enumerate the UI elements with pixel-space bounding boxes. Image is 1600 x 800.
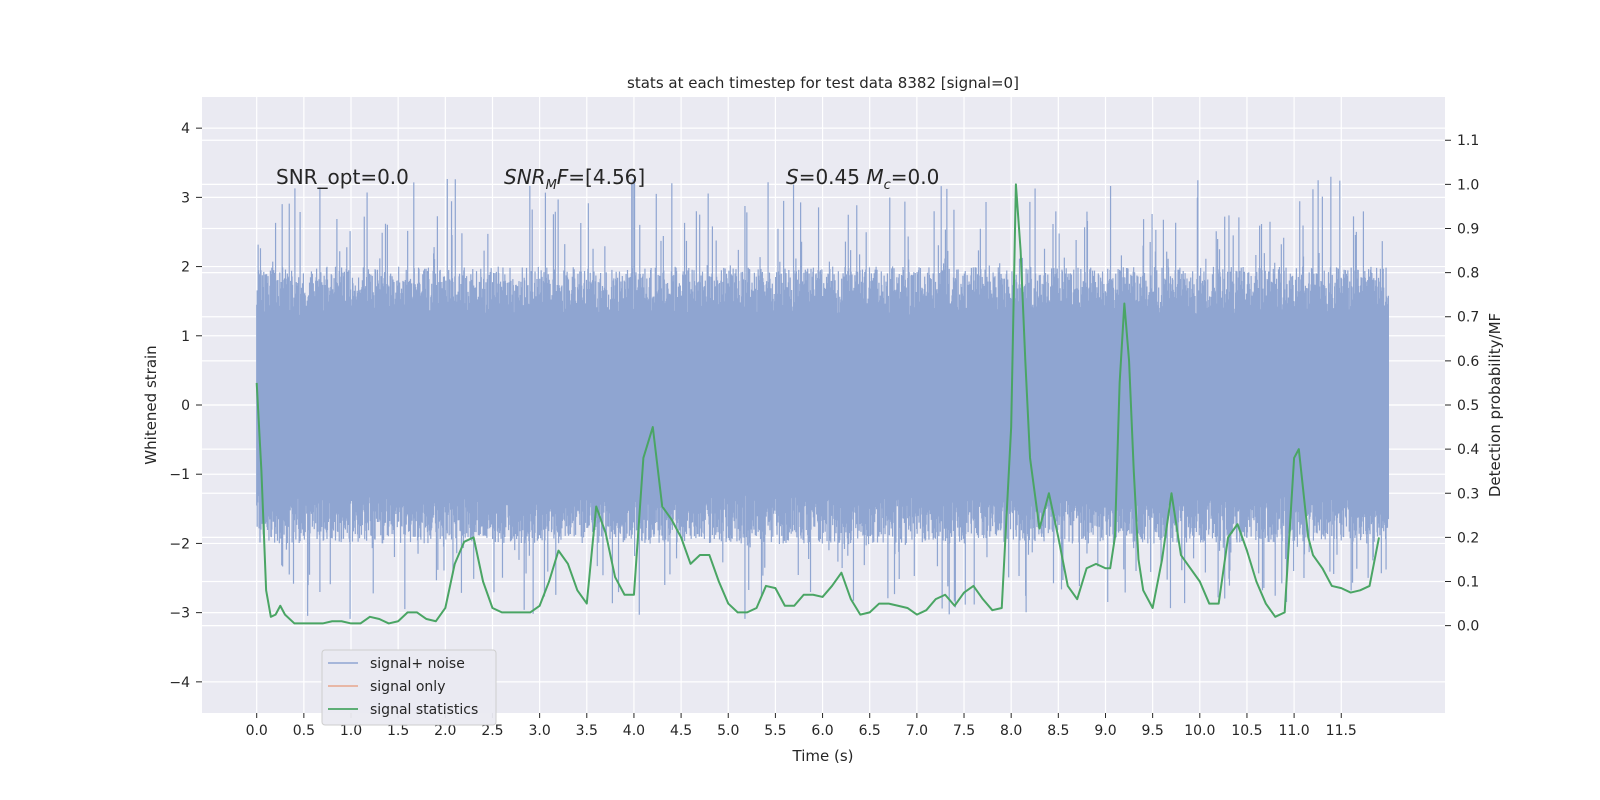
x-tick-label: 5.5 xyxy=(764,723,786,739)
x-tick-label: 11.0 xyxy=(1279,723,1310,739)
x-tick-label: 7.0 xyxy=(906,723,928,739)
x-tick-label: 8.5 xyxy=(1047,723,1069,739)
annotation-snr-mf: SNRMF=[4.56] xyxy=(504,165,645,193)
y2-axis-label: Detection probability/MF xyxy=(1486,313,1504,497)
x-tick-label: 6.0 xyxy=(811,723,833,739)
x-tick-label: 7.5 xyxy=(953,723,975,739)
signal-statistics-line xyxy=(255,183,1380,625)
y2-tick-label: 0.4 xyxy=(1457,442,1479,458)
y-tick-label: 4 xyxy=(181,121,190,137)
y2-tick-label: 0.9 xyxy=(1457,221,1479,237)
legend-label-signal-only: signal only xyxy=(370,679,445,695)
x-tick-label: 0.0 xyxy=(246,723,268,739)
y-axis-ticks: −4 −3 −2 −1 0 1 2 3 4 xyxy=(169,121,202,691)
x-tick-label: 3.5 xyxy=(576,723,598,739)
y-tick-label: 0 xyxy=(181,398,190,414)
x-tick-label: 9.0 xyxy=(1094,723,1116,739)
y2-tick-label: 0.2 xyxy=(1457,530,1479,546)
legend-label-signal-plus-noise: signal+ noise xyxy=(370,656,465,672)
x-tick-label: 10.0 xyxy=(1184,723,1215,739)
annotation-snr-opt: SNR_opt=0.0 xyxy=(276,165,409,189)
annotation-s-mc: S=0.45 Mc=0.0 xyxy=(786,165,939,193)
y-tick-label: −3 xyxy=(169,606,190,622)
y-tick-label: 2 xyxy=(181,260,190,276)
x-tick-label: 6.5 xyxy=(859,723,881,739)
y2-tick-label: 0.8 xyxy=(1457,266,1479,282)
x-tick-label: 10.5 xyxy=(1231,723,1262,739)
x-tick-label: 4.5 xyxy=(670,723,692,739)
x-tick-label: 9.5 xyxy=(1142,723,1164,739)
y2-tick-label: 0.6 xyxy=(1457,354,1479,370)
y-tick-label: −1 xyxy=(169,467,190,483)
y2-tick-label: 1.1 xyxy=(1457,133,1479,149)
y2-axis-ticks: 0.0 0.1 0.2 0.3 0.4 0.5 0.6 0.7 0.8 0.9 1.0 1.1 xyxy=(1445,133,1479,635)
x-axis-ticks: 0.0 0.5 1.0 1.5 2.0 2.5 3.0 3.5 4.0 4.5 5.0 5.5 6.0 6… xyxy=(246,713,1357,739)
y2-tick-label: 0.5 xyxy=(1457,398,1479,414)
legend: signal+ noise signal only signal statist… xyxy=(321,649,497,726)
x-tick-label: 4.0 xyxy=(623,723,645,739)
x-tick-label: 5.0 xyxy=(717,723,739,739)
x-tick-label: 2.5 xyxy=(481,723,503,739)
x-tick-label: 11.5 xyxy=(1326,723,1357,739)
y-tick-label: −4 xyxy=(169,675,190,691)
legend-label-signal-statistics: signal statistics xyxy=(370,702,478,718)
signal-plus-noise-series xyxy=(256,176,1390,619)
y2-tick-label: 0.3 xyxy=(1457,486,1479,502)
chart-title: stats at each timestep for test data 838… xyxy=(627,74,1019,92)
y-axis-label: Whitened strain xyxy=(142,345,160,464)
x-tick-label: 1.5 xyxy=(387,723,409,739)
y2-tick-label: 0.1 xyxy=(1457,575,1479,591)
y-tick-label: 3 xyxy=(181,190,190,206)
y2-tick-label: 1.0 xyxy=(1457,177,1479,193)
y2-tick-label: 0.7 xyxy=(1457,310,1479,326)
signal-statistics-series xyxy=(255,183,1380,625)
legend-box xyxy=(321,649,497,726)
y-tick-label: 1 xyxy=(181,329,190,345)
x-tick-label: 0.5 xyxy=(293,723,315,739)
y2-tick-label: 0.0 xyxy=(1457,619,1479,635)
x-tick-label: 2.0 xyxy=(434,723,456,739)
y-tick-label: −2 xyxy=(169,536,190,552)
x-tick-label: 1.0 xyxy=(340,723,362,739)
x-tick-label: 8.0 xyxy=(1000,723,1022,739)
x-axis-label: Time (s) xyxy=(792,747,854,765)
x-tick-label: 3.0 xyxy=(528,723,550,739)
